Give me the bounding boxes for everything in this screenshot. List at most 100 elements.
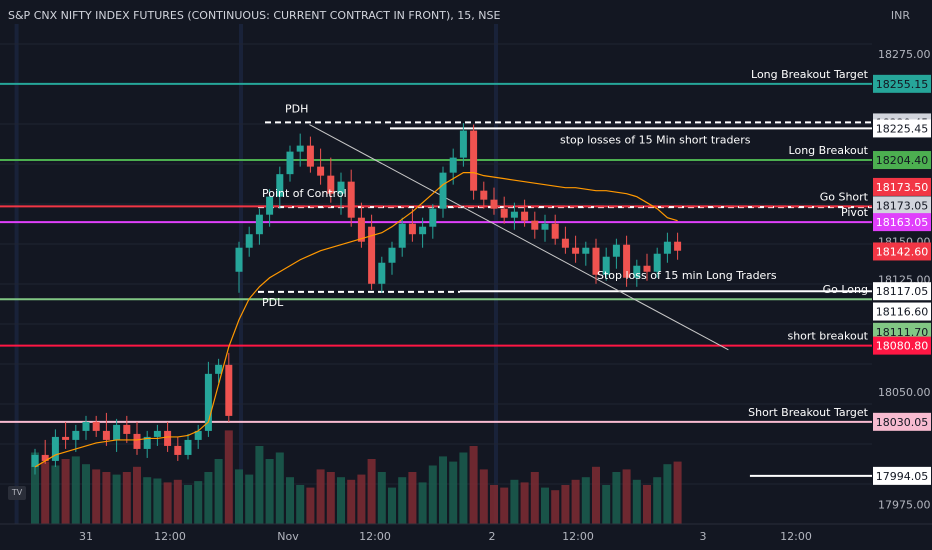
price-badge-label: 18030.05 xyxy=(876,416,929,429)
volume-bar xyxy=(500,487,509,524)
tradingview-logo-icon: TV xyxy=(8,486,26,500)
candle-body xyxy=(337,181,345,194)
candle-body xyxy=(174,445,182,455)
volume-bar xyxy=(357,474,366,524)
candle-body xyxy=(643,265,651,272)
volume-bar xyxy=(173,479,182,524)
volume-bar xyxy=(490,485,498,524)
candle-body xyxy=(663,241,671,254)
annotation-label: PDH xyxy=(285,102,308,115)
candle-body xyxy=(561,238,569,248)
level-label: Long Breakout Target xyxy=(751,68,869,81)
x-tick-label: 12:00 xyxy=(359,530,391,543)
volume-bar xyxy=(235,469,243,524)
candle-body xyxy=(235,247,243,272)
volume-bar xyxy=(530,472,539,524)
candle-body xyxy=(31,454,39,467)
candle-body xyxy=(388,247,396,263)
volume-bar xyxy=(194,481,203,524)
volume-bar xyxy=(377,472,386,524)
candle-body xyxy=(551,223,559,239)
price-badge-label: 17994.05 xyxy=(876,470,929,483)
volume-bar xyxy=(459,452,468,524)
candle-body xyxy=(276,174,284,197)
candle-body xyxy=(62,436,70,440)
candle-body xyxy=(674,241,682,251)
volume-bar xyxy=(581,477,590,524)
volume-bar xyxy=(612,472,621,524)
candle-body xyxy=(459,130,467,158)
price-badge-bg xyxy=(873,302,931,321)
candle-body xyxy=(286,151,294,175)
candle-body xyxy=(408,223,416,235)
annotation-label: stop losses of 15 Min short traders xyxy=(560,133,751,146)
price-badge-bg xyxy=(873,74,931,93)
candle-body xyxy=(612,244,620,257)
price-badge-bg xyxy=(873,213,931,232)
price-badge-bg xyxy=(873,322,931,341)
candle-body xyxy=(215,364,223,374)
candle-body xyxy=(521,211,529,221)
volume-bar xyxy=(224,430,233,524)
volume-bar xyxy=(337,477,345,524)
candle-body xyxy=(143,436,151,449)
price-badge-bg xyxy=(873,119,931,138)
trendline xyxy=(309,124,729,351)
price-badge-label: 18080.80 xyxy=(876,340,929,353)
price-badge-bg xyxy=(873,466,931,485)
candle-body xyxy=(153,430,161,437)
volume-bar xyxy=(469,446,478,524)
candle-body xyxy=(541,223,549,230)
volume-bar xyxy=(102,472,111,524)
x-tick-label: 12:00 xyxy=(562,530,594,543)
volume-bar xyxy=(153,478,162,524)
volume-bar xyxy=(571,479,580,524)
volume-bar xyxy=(479,469,488,524)
price-badge-label: 18116.60 xyxy=(876,306,929,319)
level-label: Go Long xyxy=(823,283,868,296)
candle-body xyxy=(72,430,80,440)
volume-bar xyxy=(265,459,274,524)
volume-bar xyxy=(602,485,611,524)
x-tick-label: 12:00 xyxy=(780,530,812,543)
candle-body xyxy=(164,430,172,446)
volume-bar xyxy=(184,485,192,524)
volume-bar xyxy=(71,456,80,524)
candle-body xyxy=(51,436,59,461)
candle-body xyxy=(429,208,437,227)
volume-bar xyxy=(163,482,172,524)
volume-bar xyxy=(82,464,90,524)
volume-bar xyxy=(408,472,417,524)
level-label: Short Breakout Target xyxy=(748,406,869,419)
price-badge-bg xyxy=(873,336,931,355)
y-tick-label: 17975.00 xyxy=(878,498,931,511)
volume-bar xyxy=(214,459,223,524)
candle-body xyxy=(531,220,539,230)
candle-body xyxy=(623,244,631,278)
candle-body xyxy=(490,199,498,209)
candle-body xyxy=(378,262,386,284)
chart-title: S&P CNX NIFTY INDEX FUTURES (CONTINUOUS:… xyxy=(8,9,501,22)
session-band xyxy=(494,24,498,524)
price-badge-label: 18225.45 xyxy=(876,122,929,135)
x-tick-label: 3 xyxy=(700,530,707,543)
volume-bar xyxy=(51,465,60,524)
volume-bar xyxy=(388,487,396,524)
candle-body xyxy=(357,217,365,242)
volume-bar xyxy=(245,474,254,524)
candle-body xyxy=(368,226,376,284)
price-badge-bg xyxy=(873,196,931,215)
candle-body xyxy=(653,253,661,272)
candle-body xyxy=(449,157,457,173)
price-badge-label: 18142.60 xyxy=(876,245,929,258)
annotation-label: Point of Control xyxy=(262,187,347,200)
candle-body xyxy=(204,373,212,431)
candle-body xyxy=(480,190,488,200)
candle-body xyxy=(306,145,314,167)
volume-bar xyxy=(663,464,672,524)
volume-bar xyxy=(653,477,662,524)
candle-body xyxy=(500,208,508,218)
volume-bar xyxy=(61,459,70,524)
level-label: short breakout xyxy=(787,330,868,343)
